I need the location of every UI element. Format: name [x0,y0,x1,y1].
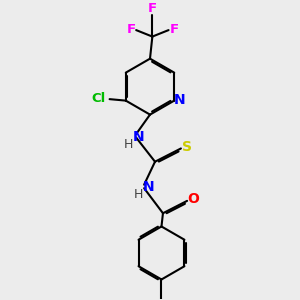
Text: N: N [142,180,154,194]
Text: F: F [126,23,135,36]
Text: F: F [148,2,157,15]
Text: S: S [182,140,192,154]
Text: H: H [124,137,133,151]
Text: O: O [188,192,200,206]
Text: N: N [132,130,144,144]
Text: F: F [169,23,178,36]
Text: N: N [174,93,185,107]
Text: H: H [134,188,143,201]
Text: Cl: Cl [91,92,106,105]
